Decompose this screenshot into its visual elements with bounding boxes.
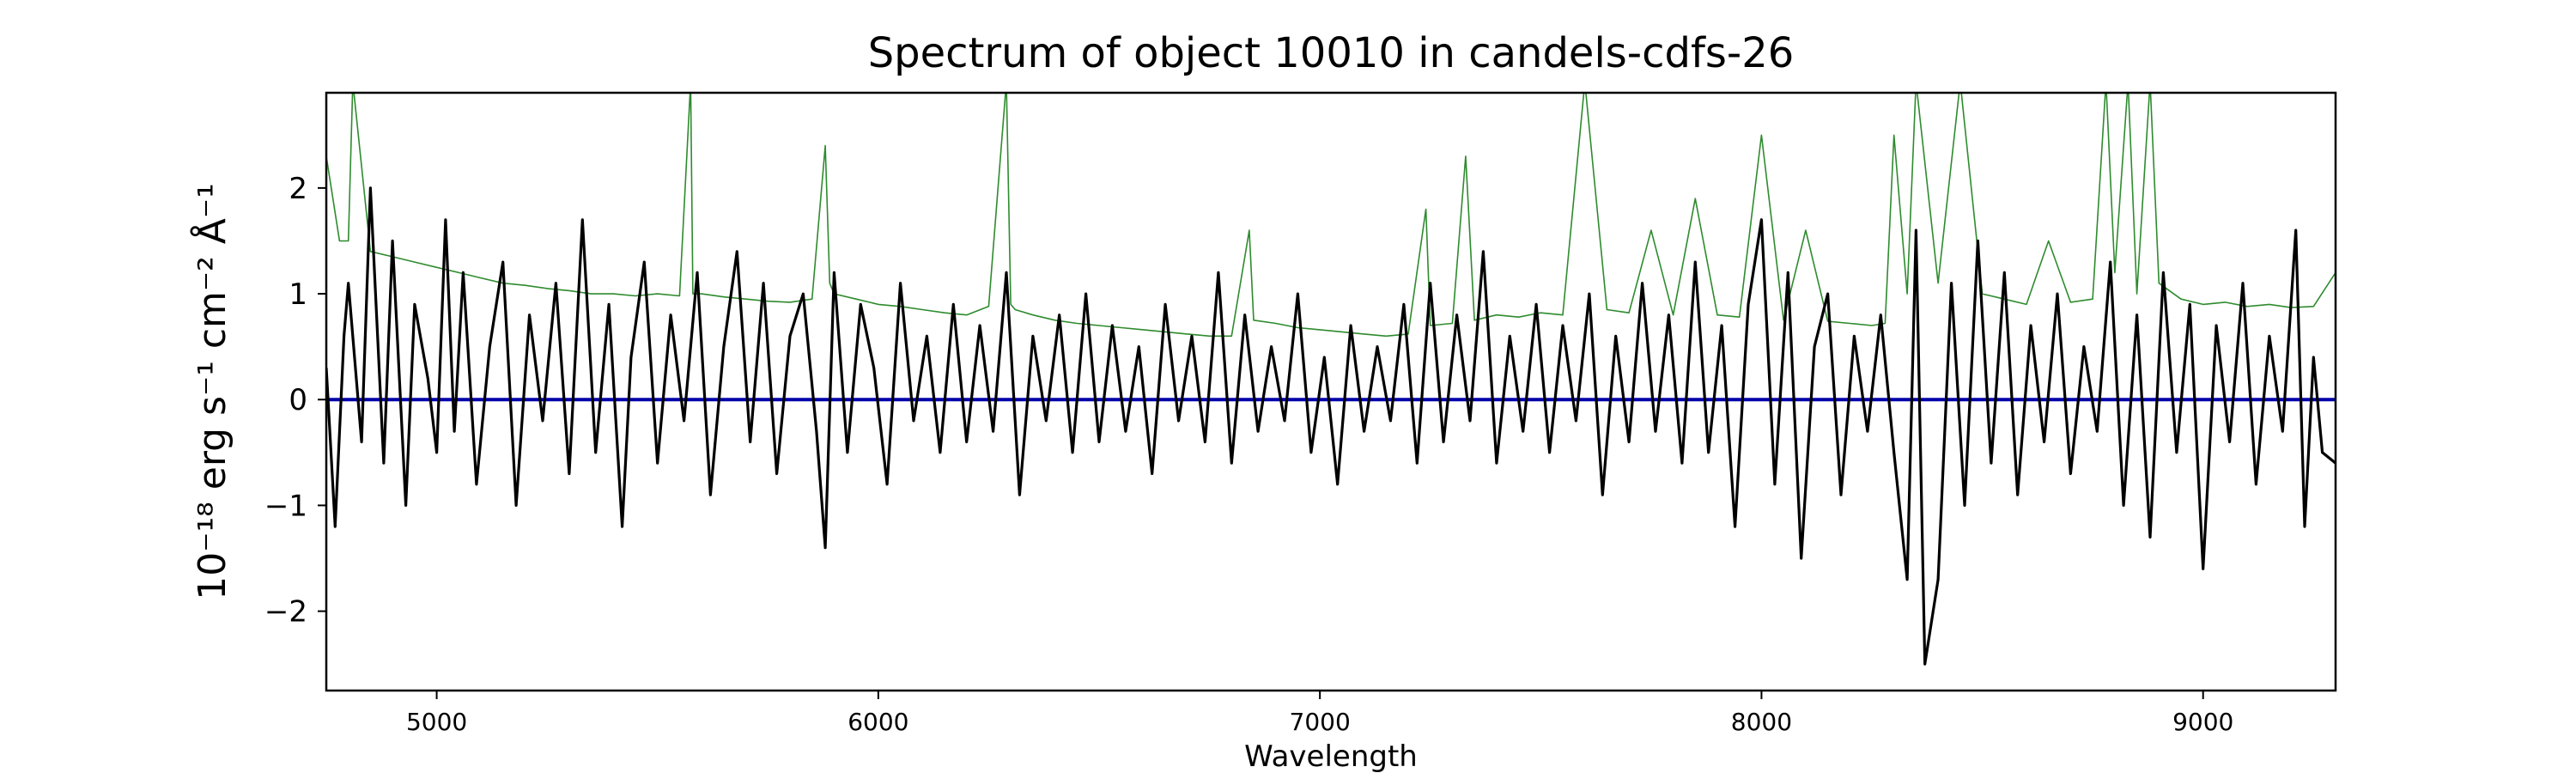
error-line: [326, 93, 2336, 338]
y-axis-label: 10⁻¹⁸ erg s⁻¹ cm⁻² Å⁻¹: [189, 183, 234, 600]
series-layer: [326, 93, 2336, 666]
y-tick-label: 2: [289, 172, 307, 206]
y-tick-label: 0: [289, 383, 307, 417]
y-axis: −2 −1 0 1 2: [264, 172, 326, 630]
y-tick-label: −1: [264, 489, 307, 523]
flux-line: [326, 186, 2336, 666]
x-tick-label: 9000: [2172, 708, 2233, 736]
y-tick-label: 1: [289, 277, 307, 312]
x-axis: 5000 6000 7000 8000 9000: [406, 691, 2233, 736]
x-tick-label: 6000: [848, 708, 908, 736]
plot-frame: [325, 91, 2337, 692]
y-tick-label: −2: [264, 595, 307, 630]
chart-title: Spectrum of object 10010 in candels-cdfs…: [868, 29, 1795, 77]
x-tick-label: 8000: [1731, 708, 1792, 736]
x-tick-label: 7000: [1290, 708, 1351, 736]
x-axis-label: Wavelength: [1244, 740, 1418, 773]
x-tick-label: 5000: [406, 708, 467, 736]
